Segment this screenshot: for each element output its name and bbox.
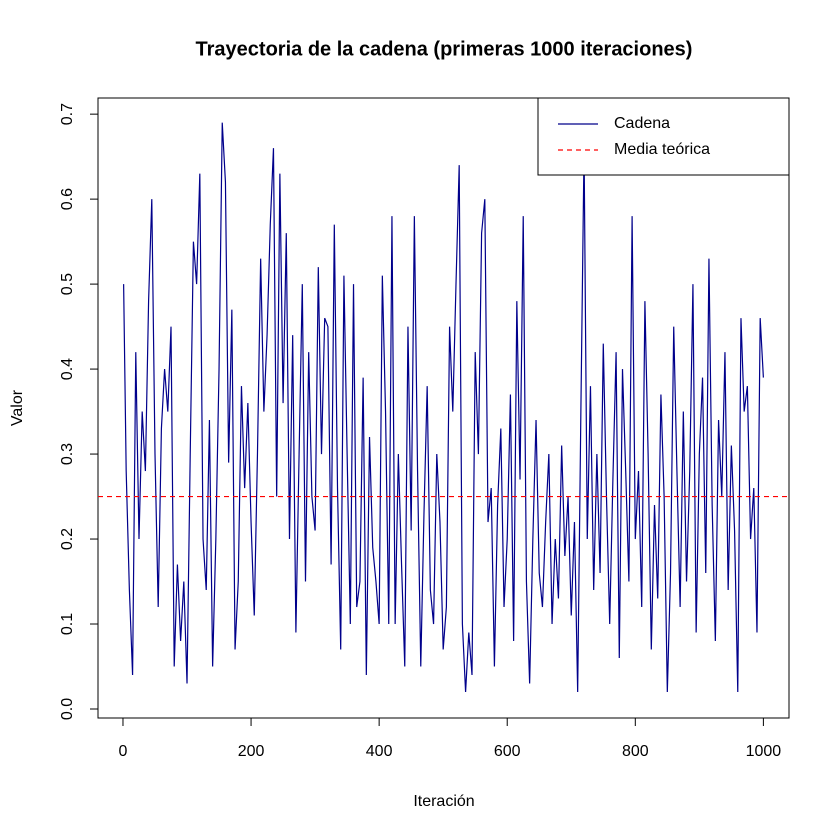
x-tick-label: 800 — [622, 743, 649, 760]
y-tick-label: 0.0 — [59, 698, 76, 720]
y-tick-label: 0.7 — [59, 103, 76, 125]
y-axis-label: Valor — [9, 389, 26, 426]
x-tick-label: 1000 — [746, 743, 782, 760]
trace-line — [123, 122, 764, 693]
legend-box — [537, 97, 790, 176]
x-tick-label: 400 — [366, 743, 393, 760]
y-tick-label: 0.6 — [59, 188, 76, 210]
x-tick-label: 0 — [119, 743, 128, 760]
y-tick-label: 0.1 — [59, 613, 76, 635]
chart-title: Trayectoria de la cadena (primeras 1000 … — [196, 38, 693, 60]
legend-label: Media teórica — [614, 141, 710, 158]
y-tick-label: 0.5 — [59, 273, 76, 295]
x-tick-label: 200 — [238, 743, 265, 760]
y-tick-label: 0.3 — [59, 443, 76, 465]
legend-label: Cadena — [614, 115, 670, 132]
y-tick-label: 0.4 — [59, 358, 76, 380]
y-tick-label: 0.2 — [59, 528, 76, 550]
x-tick-label: 600 — [494, 743, 521, 760]
x-axis-label: Iteración — [413, 793, 474, 810]
